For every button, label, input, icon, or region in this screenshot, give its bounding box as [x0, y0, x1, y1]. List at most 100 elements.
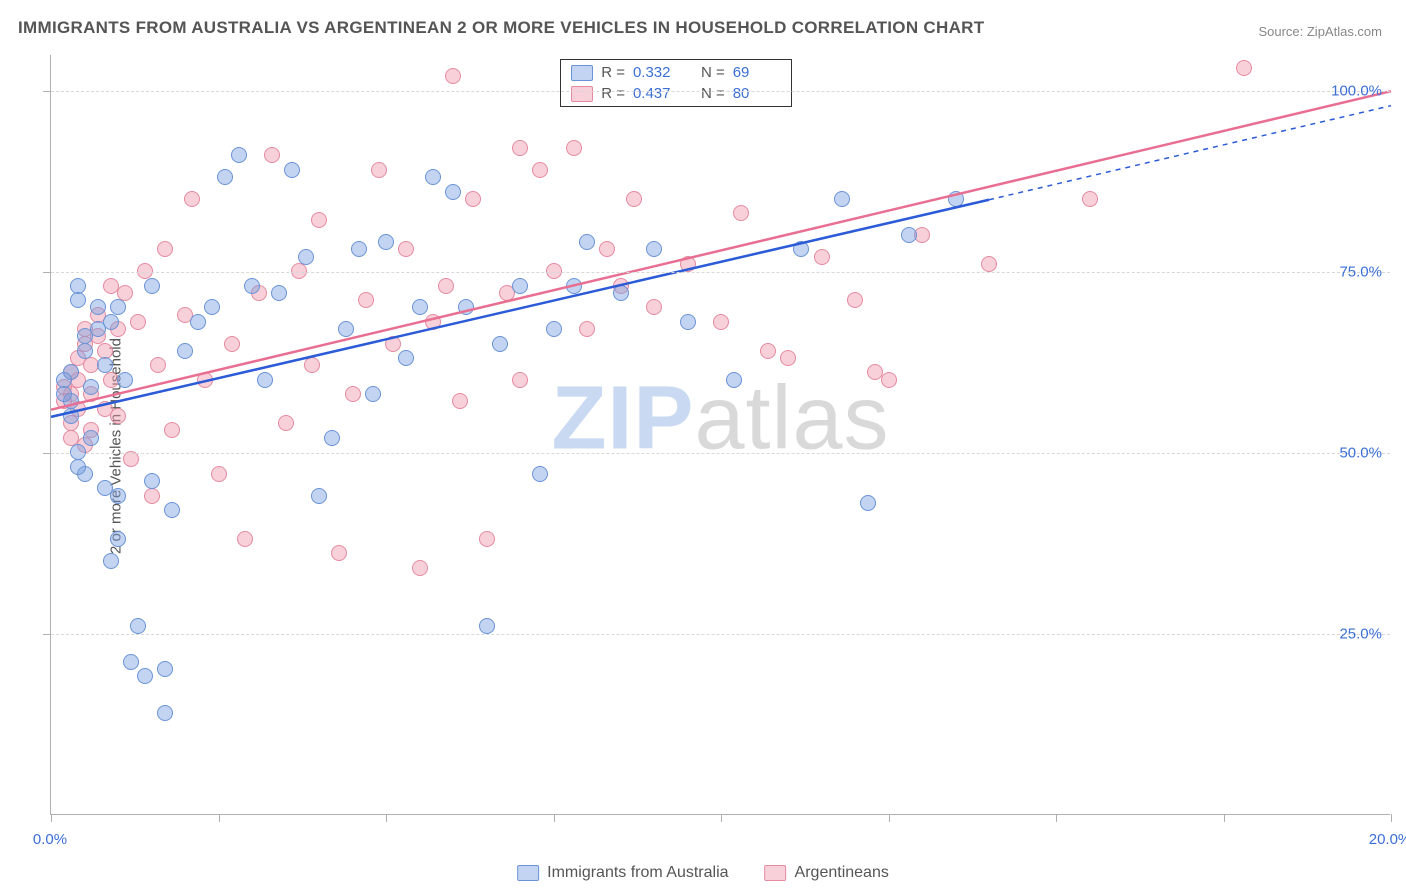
x-tick: [889, 814, 890, 822]
data-point: [338, 321, 354, 337]
legend-item: Immigrants from Australia: [517, 864, 728, 882]
chart-title: IMMIGRANTS FROM AUSTRALIA VS ARGENTINEAN…: [18, 18, 984, 38]
data-point: [680, 314, 696, 330]
data-point: [566, 278, 582, 294]
data-point: [492, 336, 508, 352]
data-point: [278, 415, 294, 431]
data-point: [834, 191, 850, 207]
source-credit: Source: ZipAtlas.com: [1258, 24, 1382, 39]
data-point: [130, 314, 146, 330]
data-point: [733, 205, 749, 221]
data-point: [97, 357, 113, 373]
data-point: [150, 357, 166, 373]
x-tick: [219, 814, 220, 822]
data-point: [680, 256, 696, 272]
source-link[interactable]: ZipAtlas.com: [1307, 24, 1382, 39]
data-point: [56, 386, 72, 402]
data-point: [157, 661, 173, 677]
data-point: [237, 531, 253, 547]
data-point: [465, 191, 481, 207]
y-tick: [43, 453, 51, 454]
watermark: ZIPatlas: [551, 368, 889, 471]
data-point: [117, 372, 133, 388]
data-point: [137, 668, 153, 684]
data-point: [438, 278, 454, 294]
data-point: [445, 184, 461, 200]
data-point: [217, 169, 233, 185]
data-point: [358, 292, 374, 308]
data-point: [793, 241, 809, 257]
data-point: [83, 379, 99, 395]
data-point: [298, 249, 314, 265]
data-point: [1236, 60, 1252, 76]
chart-container: IMMIGRANTS FROM AUSTRALIA VS ARGENTINEAN…: [0, 0, 1406, 892]
x-tick: [1224, 814, 1225, 822]
x-tick: [1391, 814, 1392, 822]
data-point: [847, 292, 863, 308]
data-point: [760, 343, 776, 359]
y-tick-label: 100.0%: [1331, 83, 1382, 100]
data-point: [512, 372, 528, 388]
legend-swatch: [765, 865, 787, 881]
correlation-legend: R =0.332N =69R =0.437N =80: [560, 59, 792, 107]
plot-area: ZIPatlas R =0.332N =69R =0.437N =80 25.0…: [50, 55, 1390, 815]
data-point: [224, 336, 240, 352]
r-value: 0.437: [633, 85, 681, 102]
series-legend: Immigrants from Australia Argentineans: [517, 864, 889, 882]
data-point: [264, 147, 280, 163]
gridline: [51, 634, 1390, 635]
data-point: [579, 234, 595, 250]
data-point: [184, 191, 200, 207]
data-point: [271, 285, 287, 301]
legend-row: R =0.437N =80: [561, 83, 791, 104]
y-tick-label: 50.0%: [1339, 445, 1382, 462]
data-point: [726, 372, 742, 388]
data-point: [981, 256, 997, 272]
data-point: [103, 553, 119, 569]
data-point: [385, 336, 401, 352]
data-point: [211, 466, 227, 482]
r-label: R =: [601, 64, 625, 81]
data-point: [284, 162, 300, 178]
y-tick: [43, 634, 51, 635]
y-tick-label: 75.0%: [1339, 264, 1382, 281]
data-point: [144, 473, 160, 489]
legend-label: Argentineans: [795, 864, 889, 882]
r-value: 0.332: [633, 64, 681, 81]
data-point: [425, 314, 441, 330]
data-point: [83, 430, 99, 446]
data-point: [780, 350, 796, 366]
data-point: [626, 191, 642, 207]
data-point: [613, 285, 629, 301]
data-point: [579, 321, 595, 337]
data-point: [144, 278, 160, 294]
data-point: [144, 488, 160, 504]
data-point: [1082, 191, 1098, 207]
legend-label: Immigrants from Australia: [547, 864, 728, 882]
trend-lines-layer: [51, 55, 1390, 814]
y-tick-label: 25.0%: [1339, 626, 1382, 643]
data-point: [365, 386, 381, 402]
x-tick-label: 0.0%: [33, 831, 67, 848]
data-point: [814, 249, 830, 265]
data-point: [164, 502, 180, 518]
legend-item: Argentineans: [765, 864, 889, 882]
data-point: [713, 314, 729, 330]
data-point: [97, 480, 113, 496]
data-point: [860, 495, 876, 511]
data-point: [77, 343, 93, 359]
data-point: [867, 364, 883, 380]
x-tick-label: 20.0%: [1369, 831, 1406, 848]
x-tick: [51, 814, 52, 822]
data-point: [479, 531, 495, 547]
data-point: [458, 299, 474, 315]
data-point: [452, 393, 468, 409]
data-point: [110, 531, 126, 547]
data-point: [532, 162, 548, 178]
data-point: [948, 191, 964, 207]
data-point: [479, 618, 495, 634]
data-point: [398, 350, 414, 366]
data-point: [244, 278, 260, 294]
data-point: [257, 372, 273, 388]
data-point: [532, 466, 548, 482]
